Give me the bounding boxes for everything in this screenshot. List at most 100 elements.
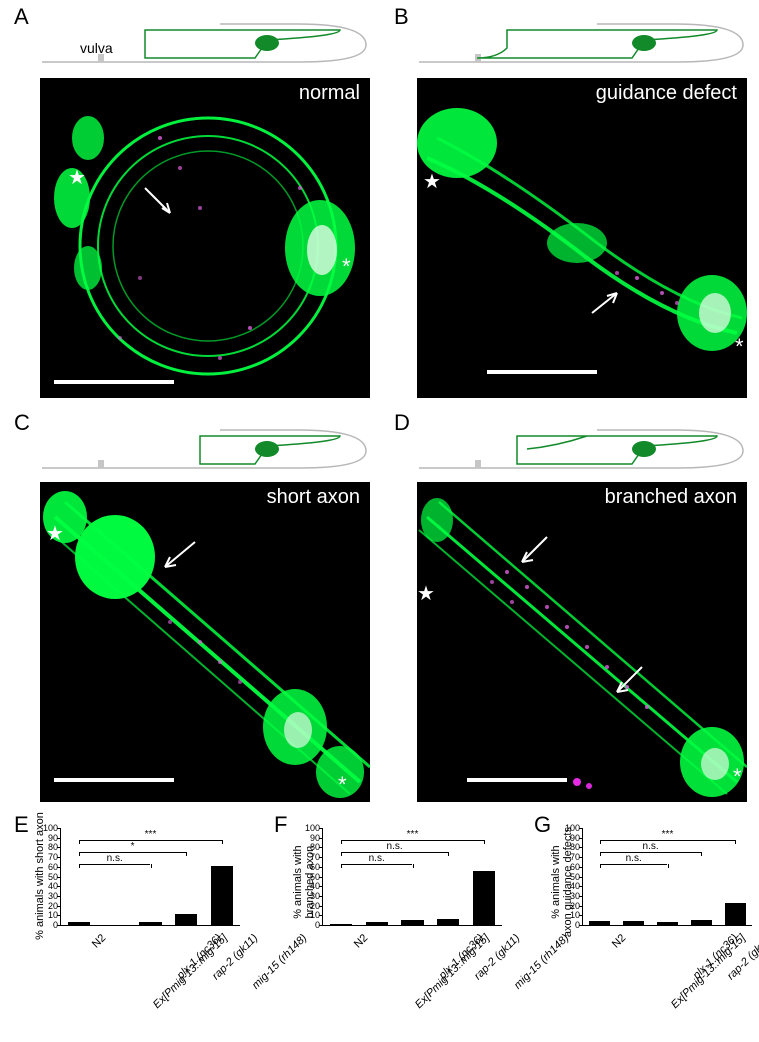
ytick-mark bbox=[579, 847, 583, 848]
micro-svg-B: ★ * bbox=[417, 78, 747, 398]
panel-letter-E: E bbox=[14, 812, 29, 838]
sig-label: *** bbox=[407, 829, 419, 840]
vulva-label: vulva bbox=[80, 40, 113, 56]
ytick-mark bbox=[579, 925, 583, 926]
panel-letter-B: B bbox=[394, 4, 409, 30]
svg-text:★: ★ bbox=[423, 171, 441, 193]
ytick-mark bbox=[319, 838, 323, 839]
bar bbox=[211, 866, 233, 925]
ytick-mark bbox=[579, 896, 583, 897]
sig-line bbox=[79, 864, 151, 865]
bar bbox=[473, 871, 495, 925]
sig-drop bbox=[701, 852, 702, 856]
sig-drop bbox=[735, 840, 736, 844]
ytick-mark bbox=[319, 906, 323, 907]
ytick-mark bbox=[57, 886, 61, 887]
sig-label: n.s. bbox=[369, 853, 385, 864]
micro-label-D: branched axon bbox=[605, 486, 737, 509]
svg-text:*: * bbox=[733, 764, 742, 789]
micro-label-C: short axon bbox=[267, 486, 360, 509]
neuron-diagram-D bbox=[417, 424, 747, 479]
sig-drop bbox=[600, 852, 601, 856]
bar bbox=[691, 920, 712, 925]
micro-label-B: guidance defect bbox=[596, 82, 737, 105]
sig-drop bbox=[186, 852, 187, 856]
chart-area-F: 0102030405060708090100N2Ex[Pmig-13::mig-… bbox=[322, 828, 502, 926]
ytick-mark bbox=[319, 847, 323, 848]
xtick-label: N2 bbox=[610, 932, 628, 950]
scale-bar-C bbox=[54, 778, 174, 782]
ytick-mark bbox=[319, 896, 323, 897]
sig-label: *** bbox=[662, 829, 674, 840]
sig-drop bbox=[341, 840, 342, 844]
sig-line bbox=[600, 864, 668, 865]
neuron-axon bbox=[145, 30, 340, 58]
bar bbox=[401, 920, 423, 925]
scale-bar-A bbox=[54, 380, 174, 384]
sig-line bbox=[79, 852, 186, 853]
neuron-diagram-B bbox=[417, 18, 747, 73]
sig-drop bbox=[448, 852, 449, 856]
ytick-mark bbox=[319, 886, 323, 887]
ytick-mark bbox=[579, 906, 583, 907]
sig-drop bbox=[151, 864, 152, 868]
ytick-mark bbox=[57, 828, 61, 829]
svg-text:*: * bbox=[342, 254, 351, 279]
micrograph-D: ★ * branched axon bbox=[417, 482, 747, 802]
chart-F: % animals withbranched axon 010203040506… bbox=[322, 828, 502, 926]
sig-drop bbox=[668, 864, 669, 868]
xtick-label: N2 bbox=[90, 932, 108, 950]
micrograph-C: ★ * short axon bbox=[40, 482, 370, 802]
sig-label: n.s. bbox=[626, 853, 642, 864]
sig-drop bbox=[600, 864, 601, 868]
sig-drop bbox=[600, 840, 601, 844]
ytick-mark bbox=[579, 838, 583, 839]
scale-bar-B bbox=[487, 370, 597, 374]
ytick-mark bbox=[579, 877, 583, 878]
ytick-mark bbox=[57, 847, 61, 848]
ytick-mark bbox=[57, 906, 61, 907]
micrograph-A: ★ * normal bbox=[40, 78, 370, 398]
sig-line bbox=[341, 864, 413, 865]
sig-line bbox=[341, 852, 448, 853]
bar bbox=[725, 903, 746, 925]
panel-letter-F: F bbox=[274, 812, 287, 838]
scale-bar-D bbox=[467, 778, 567, 782]
micro-label-A: normal bbox=[299, 82, 360, 105]
neuron-svg-C bbox=[40, 424, 370, 479]
bar bbox=[366, 922, 388, 925]
ytick-mark bbox=[57, 896, 61, 897]
chart-area-G: 0102030405060708090100N2Ex[Pmig-13::mig-… bbox=[582, 828, 752, 926]
ytick-mark bbox=[579, 828, 583, 829]
sig-drop bbox=[341, 864, 342, 868]
ytick-mark bbox=[57, 857, 61, 858]
neuron-diagram-C bbox=[40, 424, 370, 479]
ytick-mark bbox=[57, 925, 61, 926]
bar bbox=[623, 921, 644, 925]
chart-area-E: 0102030405060708090100N2Ex[Pmig-13::mig-… bbox=[60, 828, 240, 926]
sig-line bbox=[600, 840, 735, 841]
svg-text:*: * bbox=[735, 334, 744, 359]
bar bbox=[589, 921, 610, 925]
ytick-mark bbox=[57, 838, 61, 839]
ytick-mark bbox=[579, 886, 583, 887]
chart-E: % animals with short axon 01020304050607… bbox=[60, 828, 240, 926]
sig-label: n.s. bbox=[643, 841, 659, 852]
ytick-mark bbox=[319, 867, 323, 868]
ytick-mark bbox=[319, 877, 323, 878]
neuron-soma bbox=[255, 35, 279, 51]
chart-G: % animals withaxon guidance defects 0102… bbox=[582, 828, 752, 926]
svg-text:*: * bbox=[338, 772, 347, 797]
sig-drop bbox=[79, 840, 80, 844]
bar bbox=[175, 914, 197, 925]
bar bbox=[139, 922, 161, 925]
sig-label: n.s. bbox=[107, 853, 123, 864]
sig-drop bbox=[341, 852, 342, 856]
ytick-mark bbox=[579, 915, 583, 916]
panel-letter-A: A bbox=[14, 4, 29, 30]
sig-line bbox=[600, 852, 701, 853]
ytick-mark bbox=[57, 915, 61, 916]
svg-text:★: ★ bbox=[417, 583, 435, 605]
neuron-svg-D bbox=[417, 424, 747, 479]
ytick-mark bbox=[319, 857, 323, 858]
